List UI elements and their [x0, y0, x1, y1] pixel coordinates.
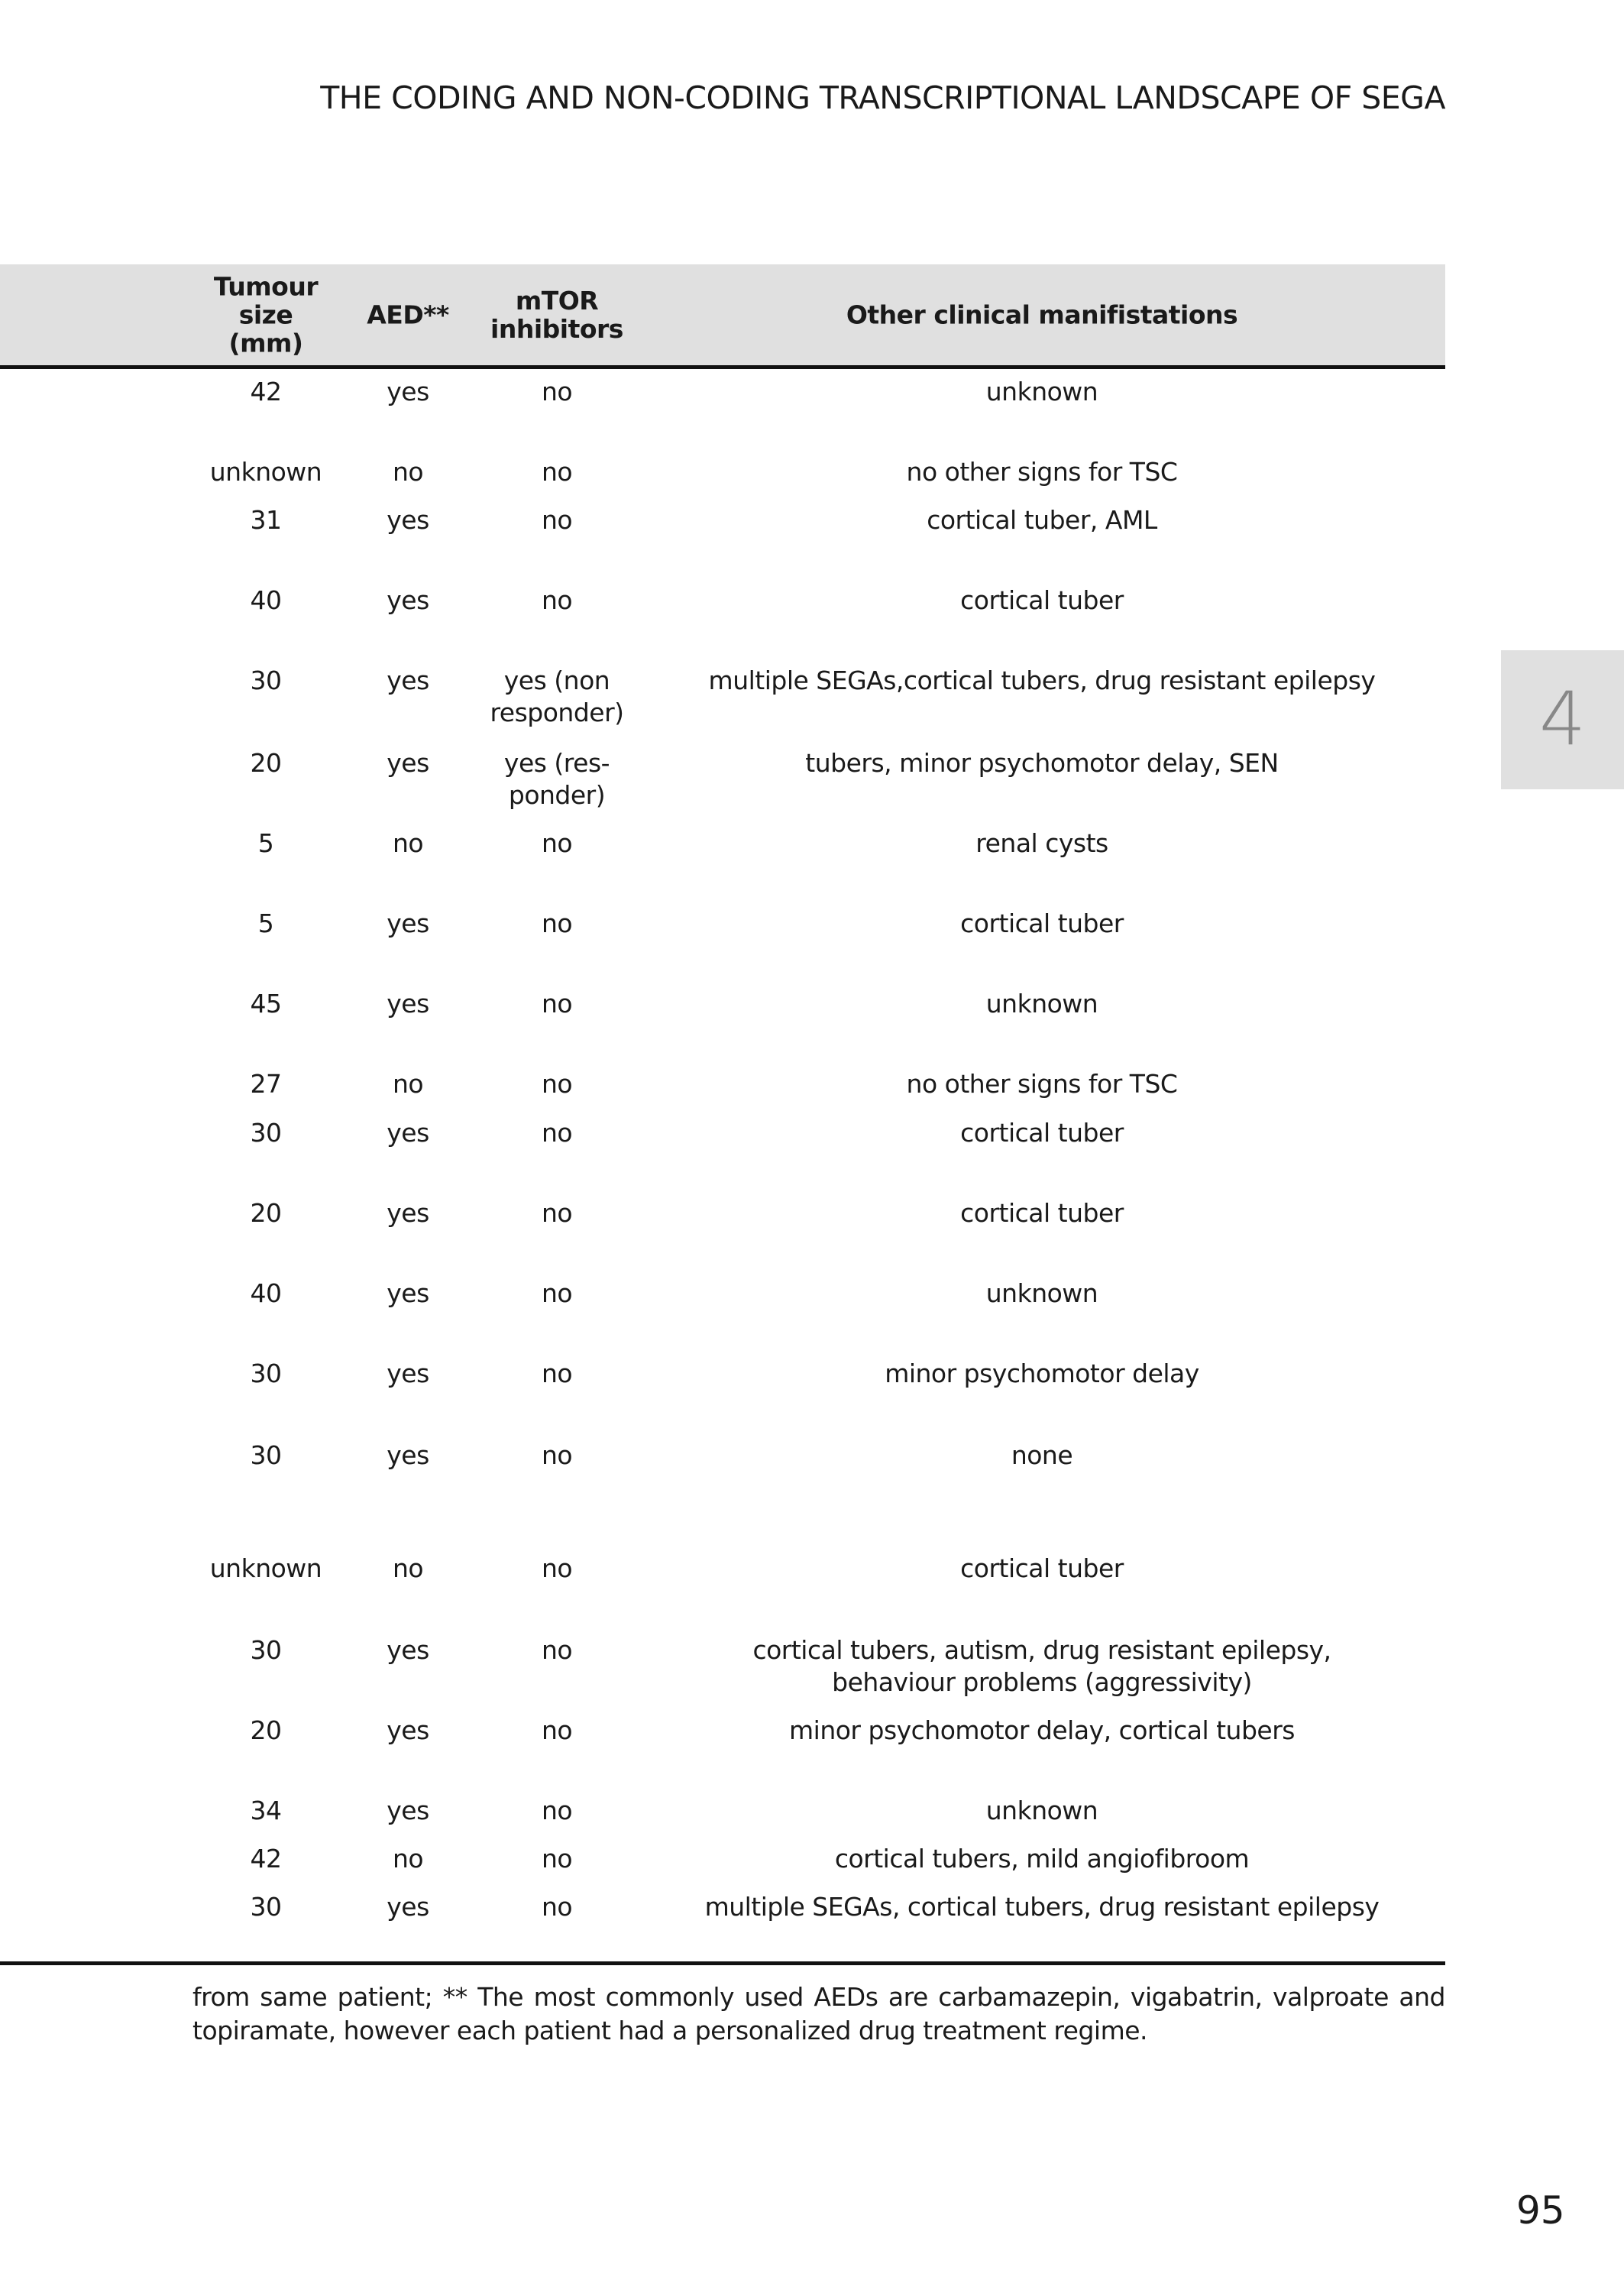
cell-aed: yes: [387, 1118, 429, 1148]
cell-other-manifestations: cortical tuber: [960, 908, 1124, 938]
cell-other-manifestations: minor psychomotor delay: [885, 1359, 1199, 1388]
cell-other-manifestations: cortical tuber: [960, 585, 1124, 615]
cell-mtor: no: [541, 1198, 573, 1228]
cell-other-manifestations: unknown: [985, 1278, 1098, 1308]
cell-mtor: no: [541, 828, 573, 858]
cell-other-manifestations: tubers, minor psychomotor delay, SEN: [805, 748, 1279, 778]
cell-other-manifestations: multiple SEGAs,cortical tubers, drug res…: [708, 666, 1376, 695]
cell-aed: no: [392, 457, 424, 487]
cell-tumour-size: 20: [250, 1198, 283, 1228]
cell-mtor: no: [541, 1440, 573, 1470]
cell-aed: yes: [387, 1635, 429, 1665]
table-footnote: from same patient; ** The most commonly …: [192, 1982, 1446, 2045]
cell-tumour-size: 45: [250, 989, 283, 1019]
cell-other-manifestations: minor psychomotor delay, cortical tubers: [789, 1715, 1295, 1745]
cell-mtor: no: [541, 1069, 573, 1099]
cell-tumour-size: 30: [250, 1359, 283, 1388]
cell-mtor: no: [541, 1359, 573, 1388]
cell-other-manifestations: cortical tubers, autism, drug resistant …: [752, 1635, 1331, 1697]
cell-mtor: no: [541, 1118, 573, 1148]
cell-aed: yes: [387, 908, 429, 938]
cell-aed: no: [392, 1069, 424, 1099]
cell-other-manifestations: cortical tuber: [960, 1553, 1124, 1583]
cell-other-manifestations: no other signs for TSC: [906, 1069, 1178, 1099]
cell-aed: yes: [387, 1198, 429, 1228]
cell-tumour-size: 30: [250, 1118, 283, 1148]
cell-tumour-size: 20: [250, 1715, 283, 1745]
cell-mtor: no: [541, 1278, 573, 1308]
cell-tumour-size: 27: [250, 1069, 283, 1099]
cell-aed: yes: [387, 1278, 429, 1308]
cell-other-manifestations: unknown: [985, 377, 1098, 406]
cell-mtor: no: [541, 1844, 573, 1874]
cell-tumour-size: unknown: [209, 1553, 322, 1583]
cell-other-manifestations: multiple SEGAs, cortical tubers, drug re…: [704, 1892, 1380, 1922]
cell-tumour-size: 5: [257, 828, 274, 858]
cell-aed: yes: [387, 666, 429, 695]
cell-mtor: no: [541, 989, 573, 1019]
page-number: 95: [1516, 2188, 1565, 2233]
cell-other-manifestations: no other signs for TSC: [906, 457, 1178, 487]
cell-other-manifestations: cortical tuber, AML: [927, 505, 1157, 535]
cell-aed: yes: [387, 377, 429, 406]
cell-tumour-size: 30: [250, 666, 283, 695]
cell-tumour-size: 30: [250, 1635, 283, 1665]
cell-tumour-size: 30: [250, 1892, 283, 1922]
chapter-tab: 4: [1501, 650, 1624, 789]
chapter-number: 4: [1538, 676, 1587, 762]
cell-mtor: no: [541, 505, 573, 535]
cell-aed: no: [392, 1844, 424, 1874]
cell-aed: yes: [387, 1715, 429, 1745]
cell-mtor: no: [541, 908, 573, 938]
cell-mtor: no: [541, 585, 573, 615]
cell-aed: yes: [387, 505, 429, 535]
cell-aed: yes: [387, 1359, 429, 1388]
cell-mtor: yes (non responder): [490, 666, 624, 727]
cell-mtor: no: [541, 1553, 573, 1583]
cell-aed: yes: [387, 1440, 429, 1470]
running-title: THE CODING AND NON-CODING TRANSCRIPTIONA…: [320, 79, 1445, 116]
header-other-manifestations: Other clinical manifistations: [846, 300, 1238, 330]
header-mtor-inhibitors: mTOR inhibitors: [490, 286, 623, 344]
cell-other-manifestations: cortical tuber: [960, 1198, 1124, 1228]
cell-tumour-size: 30: [250, 1440, 283, 1470]
cell-tumour-size: 20: [250, 748, 283, 778]
cell-aed: yes: [387, 748, 429, 778]
table-header: Tumour size (mm) AED** mTOR inhibitors O…: [0, 264, 1445, 369]
cell-other-manifestations: cortical tubers, mild angiofibroom: [834, 1844, 1250, 1874]
cell-aed: no: [392, 828, 424, 858]
cell-mtor: no: [541, 1715, 573, 1745]
cell-aed: no: [392, 1553, 424, 1583]
cell-tumour-size: 42: [250, 1844, 283, 1874]
cell-aed: yes: [387, 1796, 429, 1825]
cell-other-manifestations: none: [1011, 1440, 1073, 1470]
header-aed: AED**: [367, 300, 449, 330]
cell-mtor: no: [541, 377, 573, 406]
header-tumour-size: Tumour size (mm): [213, 271, 319, 358]
cell-mtor: yes (res-ponder): [503, 748, 610, 810]
cell-tumour-size: 34: [250, 1796, 283, 1825]
cell-tumour-size: 31: [250, 505, 283, 535]
cell-tumour-size: unknown: [209, 457, 322, 487]
cell-tumour-size: 42: [250, 377, 283, 406]
cell-aed: yes: [387, 585, 429, 615]
cell-other-manifestations: unknown: [985, 1796, 1098, 1825]
cell-mtor: no: [541, 1635, 573, 1665]
cell-mtor: no: [541, 457, 573, 487]
cell-mtor: no: [541, 1892, 573, 1922]
cell-tumour-size: 40: [250, 1278, 283, 1308]
cell-other-manifestations: unknown: [985, 989, 1098, 1019]
cell-other-manifestations: cortical tuber: [960, 1118, 1124, 1148]
table-bottom-rule: [0, 1961, 1445, 1965]
cell-aed: yes: [387, 989, 429, 1019]
cell-aed: yes: [387, 1892, 429, 1922]
cell-tumour-size: 40: [250, 585, 283, 615]
cell-mtor: no: [541, 1796, 573, 1825]
cell-other-manifestations: renal cysts: [975, 828, 1108, 858]
cell-tumour-size: 5: [257, 908, 274, 938]
